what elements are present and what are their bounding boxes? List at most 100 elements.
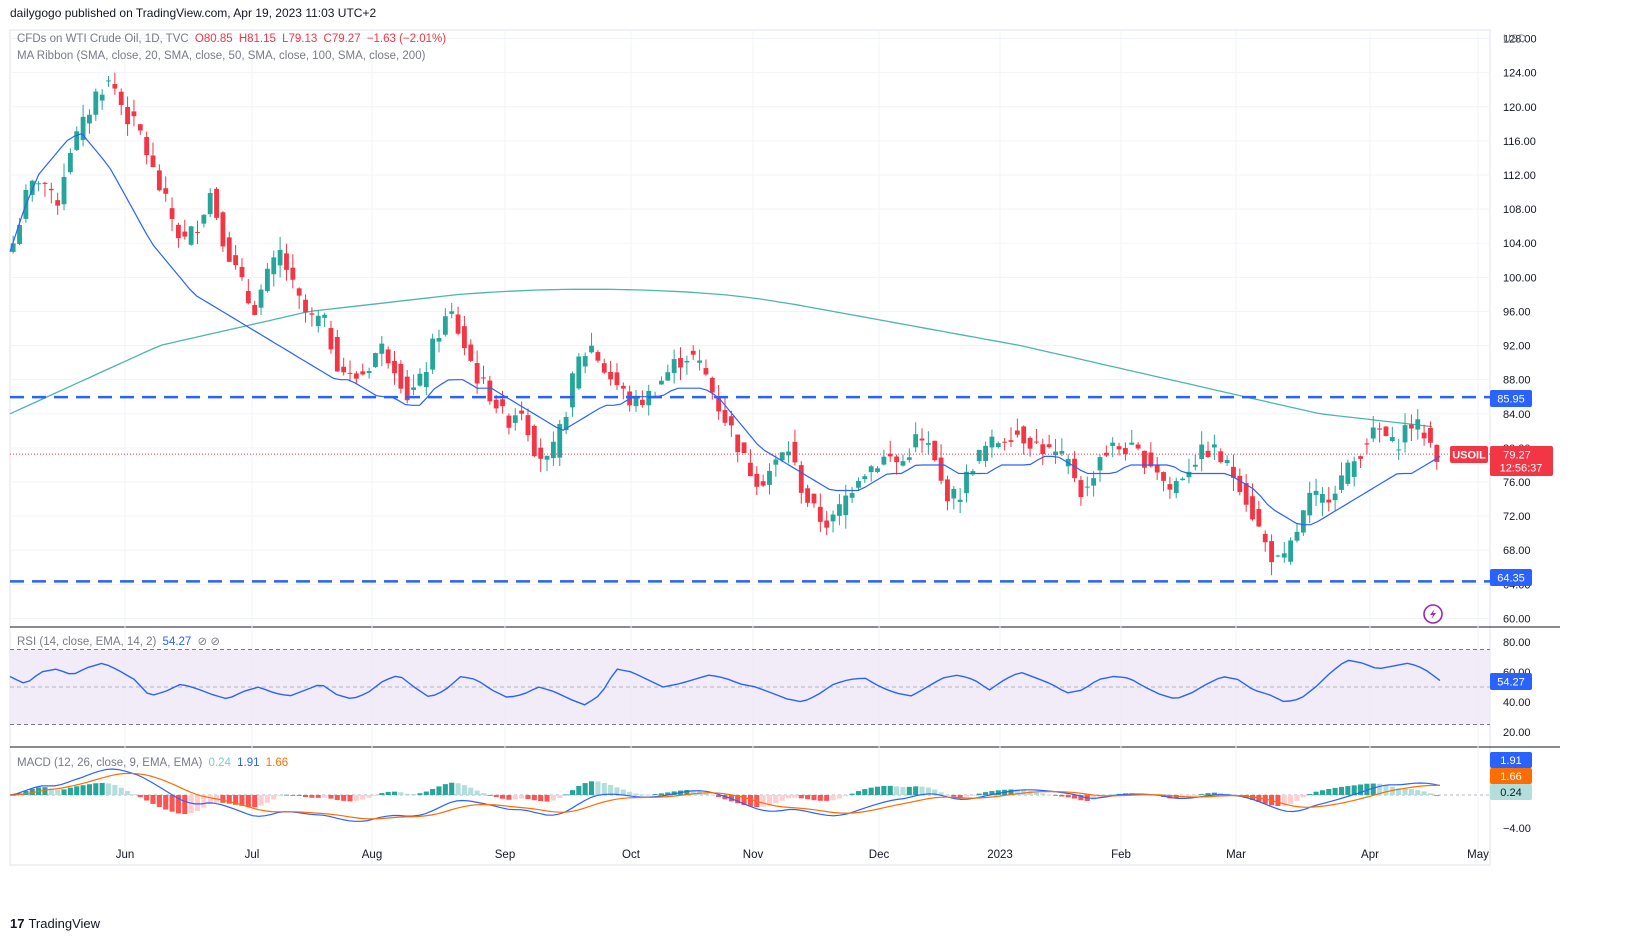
macd-legend[interactable]: MACD (12, 26, close, 9, EMA, EMA) 0.24 1… bbox=[17, 757, 291, 769]
candle-body bbox=[582, 355, 588, 367]
candle-body bbox=[176, 224, 181, 239]
candle-down bbox=[748, 449, 753, 477]
candle-body bbox=[557, 424, 563, 458]
candle-down bbox=[1046, 434, 1052, 449]
footer-brand[interactable]: 17 TradingView bbox=[10, 916, 100, 931]
ohlc-close: C79.27 bbox=[323, 33, 361, 45]
candle-body bbox=[531, 425, 537, 457]
candle-up bbox=[767, 463, 772, 495]
candle-up bbox=[1097, 454, 1103, 482]
candle-body bbox=[1008, 440, 1014, 442]
price-tick-label: 96.00 bbox=[1503, 306, 1531, 318]
candle-down bbox=[1078, 476, 1084, 506]
candle-down bbox=[716, 384, 722, 420]
macd-hist-bar bbox=[925, 787, 931, 795]
candle-up bbox=[1192, 454, 1198, 471]
candle-down bbox=[1364, 438, 1370, 455]
candle-down bbox=[334, 329, 340, 372]
time-tick-label: Dec bbox=[869, 849, 890, 861]
candle-up bbox=[1275, 554, 1281, 558]
candle-down bbox=[328, 320, 334, 354]
candle-body bbox=[93, 91, 99, 115]
macd-hist-bar bbox=[1332, 787, 1338, 795]
macd-hist-bar bbox=[512, 795, 518, 800]
macd-hist-bar bbox=[868, 787, 874, 795]
candle-up bbox=[87, 109, 92, 134]
candle-body bbox=[1192, 464, 1198, 467]
macd-hist-bar bbox=[55, 790, 61, 795]
candle-body bbox=[315, 315, 321, 327]
candle-body bbox=[1428, 427, 1433, 443]
candle-up bbox=[423, 362, 429, 396]
ma-ribbon-legend[interactable]: MA Ribbon (SMA, close, 20, SMA, close, 5… bbox=[17, 50, 428, 62]
macd-hist-bar bbox=[519, 795, 525, 799]
candle-down bbox=[150, 142, 156, 168]
candle-body bbox=[10, 243, 16, 252]
candle-body bbox=[678, 358, 683, 368]
candle-body bbox=[1002, 441, 1008, 443]
candle-body bbox=[1034, 441, 1039, 443]
candle-up bbox=[671, 349, 677, 384]
candle-body bbox=[334, 336, 340, 372]
macd-hist-bar bbox=[1300, 795, 1306, 798]
candle-down bbox=[118, 88, 124, 116]
candle-body bbox=[544, 455, 550, 460]
ohlc-low: L79.13 bbox=[282, 33, 318, 45]
candle-up bbox=[633, 390, 639, 412]
lightning-icon[interactable] bbox=[1423, 604, 1443, 624]
macd-hist-bar bbox=[144, 795, 150, 801]
macd-hist-bar bbox=[569, 790, 576, 795]
candle-body bbox=[722, 410, 728, 423]
svg-text:0.24: 0.24 bbox=[1500, 787, 1521, 799]
macd-hist-bar bbox=[703, 792, 709, 795]
candle-body bbox=[1281, 553, 1287, 558]
candle-down bbox=[811, 493, 817, 508]
price-legend[interactable]: CFDs on WTI Crude Oil, 1D, TVC O80.85 H8… bbox=[17, 33, 449, 45]
price-tick-label: 108.00 bbox=[1503, 204, 1537, 216]
rsi-legend[interactable]: RSI (14, close, EMA, 14, 2) 54.27 ⊘ ⊘ bbox=[17, 634, 223, 648]
candle-body bbox=[862, 476, 868, 480]
candle-up bbox=[957, 488, 963, 514]
candle-up bbox=[1307, 481, 1313, 524]
candle-down bbox=[214, 186, 219, 221]
candle-down bbox=[531, 424, 537, 458]
macd-hist-bar bbox=[468, 787, 474, 795]
macd-hist-bar bbox=[1205, 793, 1211, 795]
candle-body bbox=[296, 288, 302, 296]
macd-hist-bar bbox=[995, 790, 1001, 795]
time-tick-label: Feb bbox=[1111, 849, 1131, 861]
candle-body bbox=[245, 291, 251, 304]
candle-body bbox=[74, 131, 80, 150]
price-tick-label: 92.00 bbox=[1503, 341, 1531, 353]
macd-hist-bar bbox=[550, 795, 556, 801]
candle-body bbox=[639, 399, 645, 405]
macd-hist-bar bbox=[525, 795, 531, 800]
macd-hist-bar bbox=[887, 785, 893, 795]
candle-down bbox=[1116, 442, 1122, 456]
candle-up bbox=[93, 88, 99, 121]
candle-body bbox=[468, 344, 474, 361]
candle-body bbox=[1129, 442, 1135, 445]
candle-down bbox=[169, 197, 175, 232]
macd-hist-bar bbox=[779, 795, 785, 801]
macd-hist-bar bbox=[1065, 795, 1071, 798]
candle-body bbox=[697, 360, 702, 363]
candle-down bbox=[608, 360, 614, 386]
macd-hist-bar bbox=[1319, 790, 1325, 795]
macd-hist-bar bbox=[932, 789, 938, 795]
candle-down bbox=[284, 243, 289, 281]
candle-down bbox=[760, 474, 766, 487]
macd-hist-bar bbox=[366, 795, 372, 798]
macd-hist-bar bbox=[201, 795, 207, 808]
macd-hist-bar bbox=[633, 793, 639, 795]
candle-down bbox=[1383, 426, 1389, 437]
macd-hist-bar bbox=[182, 795, 188, 815]
macd-hist-bar bbox=[29, 788, 35, 795]
ma-ribbon-label: MA Ribbon (SMA, close, 20, SMA, close, 5… bbox=[17, 50, 426, 62]
candle-body bbox=[1269, 541, 1274, 563]
candle-body bbox=[430, 338, 436, 370]
candle-body bbox=[252, 304, 258, 315]
candle-body bbox=[163, 188, 169, 194]
candle-down bbox=[601, 358, 607, 375]
